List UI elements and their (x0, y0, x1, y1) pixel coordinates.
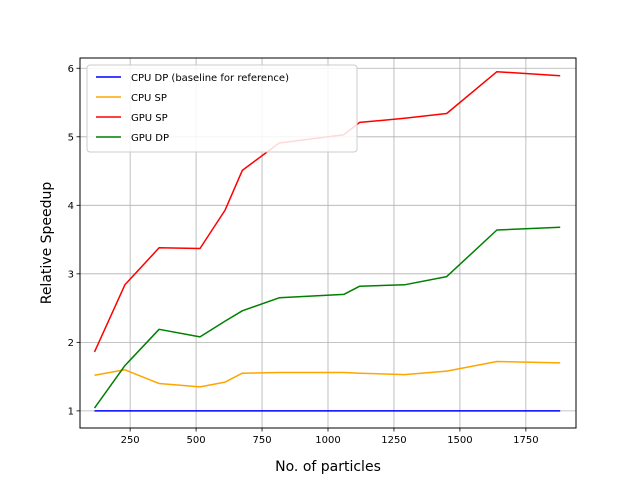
legend-entry: CPU SP (131, 93, 167, 104)
x-tick-label: 750 (252, 435, 271, 446)
y-tick-label: 4 (68, 201, 74, 212)
y-axis-label: Relative Speedup (39, 182, 55, 305)
y-tick-label: 3 (68, 269, 74, 280)
y-tick-label: 2 (68, 338, 74, 349)
series-line-3 (93, 226, 561, 409)
x-tick-label: 250 (121, 435, 140, 446)
legend-entry: CPU DP (baseline for reference) (131, 73, 289, 84)
legend-entry: GPU DP (131, 133, 169, 144)
x-axis-label: No. of particles (275, 459, 381, 475)
x-tick-label: 1750 (513, 435, 538, 446)
x-tick-label: 1000 (315, 435, 340, 446)
x-tick-label: 1250 (381, 435, 406, 446)
x-axis: 250 500 750 1000 1250 1500 1750 (121, 428, 539, 446)
legend-box (86, 64, 358, 153)
series-line-1 (94, 360, 561, 388)
x-tick-label: 500 (187, 435, 206, 446)
y-axis: 1 2 3 4 5 6 (68, 64, 80, 417)
legend-entry: GPU SP (131, 113, 168, 124)
y-tick-label: 6 (68, 64, 74, 75)
y-tick-label: 5 (68, 132, 74, 143)
y-tick-label: 1 (68, 406, 74, 417)
x-tick-label: 1500 (447, 435, 472, 446)
legend: CPU DP (baseline for reference) CPU SP GPU… (86, 64, 358, 153)
